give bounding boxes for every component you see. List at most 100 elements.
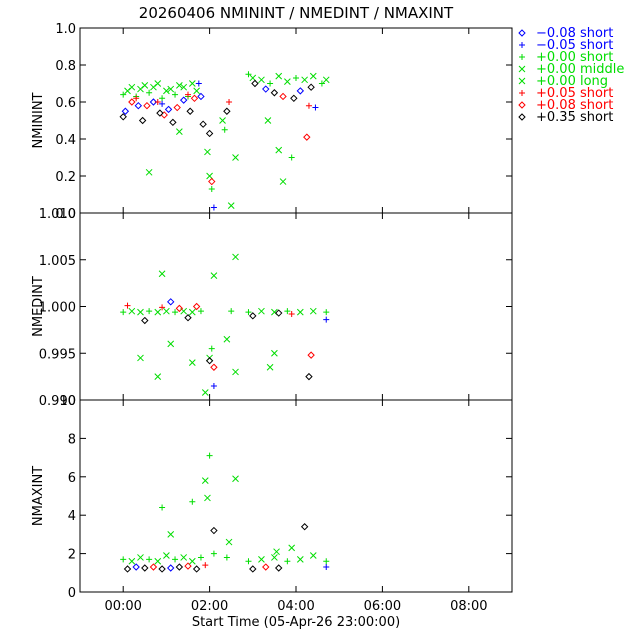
data-point [163, 307, 170, 315]
data-point [275, 72, 283, 80]
data-point [258, 307, 265, 315]
data-point [267, 80, 274, 87]
data-point [301, 76, 308, 84]
data-point [226, 99, 233, 105]
data-point [188, 80, 196, 87]
data-point [167, 298, 175, 306]
data-point [322, 76, 330, 84]
chart-title: 20260406 NMININT / NMEDINT / NMAXINT [139, 4, 454, 22]
data-point [323, 309, 330, 316]
data-point [176, 128, 183, 135]
data-point [154, 557, 162, 565]
data-point [307, 351, 315, 359]
data-point [159, 100, 166, 107]
legend-label: +0.05 short [536, 86, 613, 101]
y-tick-label: 0.8 [55, 59, 76, 74]
data-point [323, 558, 330, 565]
data-point [208, 345, 215, 352]
panel-nmedint: 0.990 0.995 1.000 1.005 1.010 NMEDINT [31, 207, 513, 409]
data-point [288, 154, 295, 161]
data-point [146, 308, 153, 315]
legend-entry: +0.08 short [518, 98, 613, 113]
y-tick-label: 10 [59, 394, 76, 409]
data-point [141, 316, 149, 325]
y-tick-label: 1.005 [39, 254, 76, 269]
data-point [228, 308, 235, 315]
legend-label: −0.05 short [536, 38, 613, 53]
data-point [258, 556, 265, 563]
data-point [128, 98, 136, 106]
legend-symbol [519, 54, 525, 60]
y-tick-label: 0 [68, 586, 76, 601]
y-tick-label: 2 [68, 548, 76, 563]
data-point [232, 253, 239, 261]
data-point [232, 475, 239, 483]
data-point [251, 79, 259, 88]
data-point [275, 564, 283, 572]
legend-entry: +0.05 short [519, 86, 613, 101]
y-tick-label: 0.990 [39, 394, 76, 409]
y-tick-label: 0.995 [39, 347, 76, 362]
data-point [133, 95, 140, 102]
data-point [167, 564, 175, 572]
data-point [154, 99, 161, 105]
data-point [154, 80, 162, 87]
data-point [284, 558, 291, 565]
data-point [270, 89, 279, 97]
data-point [167, 340, 175, 348]
data-point [188, 359, 196, 366]
data-points [119, 71, 330, 211]
data-point [245, 71, 252, 78]
data-point [164, 105, 173, 114]
data-point [208, 185, 215, 192]
data-point [202, 562, 209, 569]
data-point [223, 335, 231, 343]
data-point [264, 117, 272, 124]
data-point [208, 177, 216, 186]
data-point [296, 556, 304, 563]
data-point [190, 94, 199, 103]
y-tick-label: 0.6 [55, 96, 76, 111]
data-point [173, 103, 181, 112]
data-point [300, 523, 309, 531]
y-tick-label: 0.0 [55, 207, 76, 222]
data-point [120, 556, 127, 563]
data-point [271, 554, 278, 561]
data-point [134, 101, 143, 110]
data-point [197, 308, 204, 315]
legend-symbol [519, 90, 525, 96]
data-point [185, 91, 191, 98]
data-point [271, 349, 278, 357]
data-point [262, 85, 270, 93]
data-point [201, 477, 209, 484]
data-point [312, 104, 319, 111]
data-point [120, 91, 127, 98]
data-point [219, 117, 226, 124]
data-point [290, 94, 298, 103]
legend-label: +0.00 middle [536, 62, 624, 77]
data-point [210, 550, 217, 557]
data-point [199, 120, 207, 128]
data-point [262, 563, 270, 571]
data-point [163, 552, 170, 559]
x-tick-label: 04:00 [277, 599, 314, 614]
data-point [124, 302, 131, 309]
x-tick-label: 06:00 [364, 599, 401, 614]
data-point [296, 308, 304, 316]
data-point [206, 172, 213, 180]
data-points [120, 452, 330, 573]
data-point [245, 309, 252, 316]
data-point [284, 78, 291, 86]
data-point [132, 563, 140, 571]
data-point [158, 565, 166, 573]
legend-entry: −0.08 short [518, 26, 613, 41]
legend-label: +0.08 short [536, 98, 613, 113]
legend-symbol [518, 101, 526, 109]
data-point [245, 558, 252, 565]
legend-entry: +0.00 middle [518, 62, 624, 77]
data-point [309, 72, 317, 80]
data-point [273, 548, 280, 556]
data-point [323, 564, 330, 571]
y-tick-label: 8 [68, 432, 76, 447]
